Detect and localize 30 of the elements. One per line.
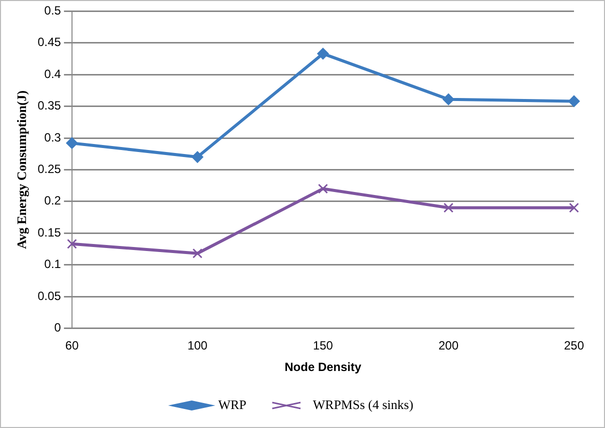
point [192,248,202,258]
x-tick-label: 60 [65,338,79,353]
legend-label: WRPMSs (4 sinks) [312,396,414,412]
point [443,202,454,213]
y-tick-label: 0.3 [44,130,62,144]
legend-label: WRP [218,396,246,412]
point [317,48,329,60]
y-tick-label: 0.05 [38,288,62,303]
y-tick-label: 0.1 [44,257,62,272]
point [192,151,204,163]
point [318,184,328,194]
point [569,202,579,213]
y-axis-title: Avg Energy Consumption(J) [14,90,30,250]
x-tick-label: 200 [438,338,459,353]
point [66,238,77,249]
point [66,137,78,149]
y-tick-label: 0.25 [38,162,62,176]
y-tick-label: 0 [54,320,62,335]
y-tick-label: 0.35 [38,98,62,113]
y-tick-label: 0.2 [44,194,62,208]
point [568,95,580,107]
y-tick-label: 0.5 [44,4,62,18]
point [442,94,454,106]
x-tick-label: 250 [564,338,584,353]
y-tick-label: 0.15 [38,225,62,240]
x-tick-label: 150 [312,338,334,353]
x-axis-title: Node Density [284,360,362,374]
y-tick-label: 0.4 [44,66,62,81]
y-tick-label: 0.45 [38,35,62,50]
x-tick-label: 100 [187,338,208,353]
